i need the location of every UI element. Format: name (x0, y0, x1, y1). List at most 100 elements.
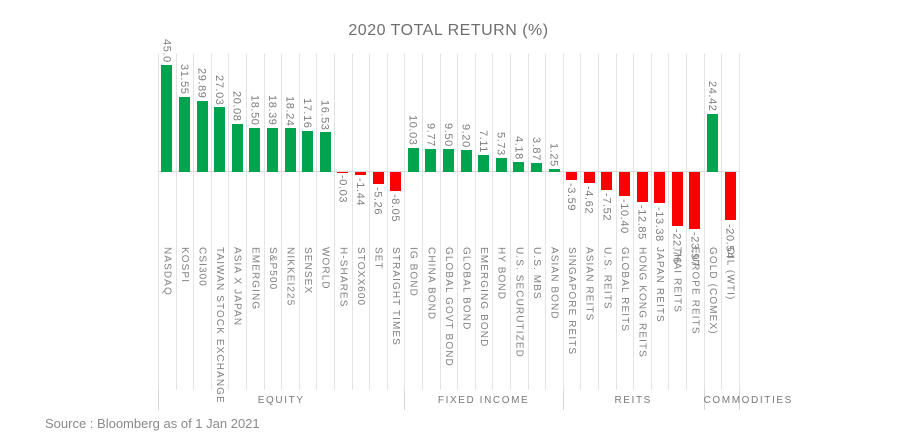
group-label: FIXED INCOME (437, 395, 530, 406)
group-divider (738, 390, 740, 410)
gridline (633, 54, 635, 390)
bar-positive (425, 148, 437, 172)
bar-negative (618, 171, 630, 197)
bar-negative (390, 171, 402, 191)
gridline (158, 54, 159, 390)
category-label: CHINA BOND (425, 247, 437, 321)
group-label: REITS (614, 395, 652, 406)
gridline (598, 54, 599, 390)
value-label: -5.26 (371, 187, 384, 216)
gridline (439, 54, 441, 390)
gridline (474, 54, 476, 390)
gridline (281, 54, 283, 390)
value-label: -1.44 (353, 178, 366, 207)
category-label: H-SHARES (337, 247, 349, 308)
value-label: -20.54 (723, 223, 736, 259)
value-label: 9.50 (441, 123, 454, 148)
gridline (334, 54, 335, 390)
value-label: 3.87 (529, 136, 542, 161)
value-label: 5.73 (494, 132, 507, 157)
bar-positive (706, 113, 718, 172)
value-label: -22.76 (670, 228, 683, 264)
value-label: 16.53 (318, 99, 331, 131)
bar-positive (284, 128, 296, 172)
category-label: NASDAQ (161, 247, 173, 296)
value-label: -12.85 (635, 205, 648, 241)
gridline (351, 54, 353, 390)
category-label: CSI300 (196, 247, 208, 287)
gridline (510, 54, 511, 390)
value-label: -23.97 (688, 231, 701, 267)
bar-positive (407, 147, 419, 172)
bar-positive (161, 64, 173, 172)
gridline (527, 54, 529, 390)
gridline (650, 54, 652, 390)
bar-positive (231, 123, 243, 172)
bar-positive (319, 132, 331, 172)
category-label: EUROPE REITS (689, 247, 701, 335)
group-label: COMMODITIES (703, 395, 793, 406)
bar-positive (302, 130, 314, 172)
value-label: 9.77 (424, 122, 437, 147)
gridline (457, 54, 459, 390)
value-label: 20.08 (230, 91, 243, 122)
value-label: 18.39 (265, 95, 278, 126)
gridline (615, 54, 617, 390)
gridline (369, 54, 371, 390)
value-label: 9.20 (459, 124, 472, 148)
category-label: SET (372, 247, 384, 270)
bar-positive (513, 161, 525, 172)
bar-positive (495, 158, 507, 172)
category-label: SENSEX (302, 247, 314, 295)
gridline (422, 54, 423, 390)
category-label: GOLD (COMEX) (706, 247, 718, 335)
bar-negative (724, 171, 736, 221)
group-label: EQUITY (257, 395, 305, 406)
value-label: -10.40 (617, 199, 630, 235)
value-label: -3.59 (565, 183, 578, 212)
gridline (686, 54, 687, 390)
bar-negative (337, 171, 349, 173)
source-note: Source : Bloomberg as of 1 Jan 2021 (45, 416, 260, 431)
category-label: ASIAN BOND (548, 247, 560, 320)
bar-negative (671, 171, 683, 226)
group-divider (562, 390, 564, 410)
gridline (246, 54, 247, 390)
gridline (175, 54, 177, 390)
category-label: JAPAN REITS (654, 247, 666, 323)
value-label: -8.05 (389, 193, 402, 222)
value-label: -4.62 (582, 185, 595, 214)
gridline (263, 54, 265, 390)
category-label: WORLD (319, 247, 331, 290)
value-label: 7.11 (477, 129, 490, 153)
category-label: THAI REITS (671, 247, 683, 314)
gridline (298, 54, 300, 390)
value-label: 4.18 (512, 136, 525, 160)
gridline (210, 54, 212, 390)
category-label: STRAIGHT TIMES (390, 247, 402, 346)
group-divider (404, 390, 406, 410)
value-label: 1.25 (547, 142, 560, 167)
value-label: -13.38 (653, 206, 666, 242)
value-label: 45.0 (160, 38, 173, 63)
category-label: GLOBAL GOVT BOND (442, 247, 454, 367)
gridline (738, 54, 740, 390)
zero-axis-line (158, 171, 739, 173)
category-label: ASIA X JAPAN (231, 247, 243, 327)
bar-negative (636, 171, 648, 203)
gridline (193, 54, 195, 390)
bar-negative (689, 171, 701, 229)
gridline (668, 54, 670, 390)
category-label: U.S. MBS (530, 247, 542, 300)
category-label: EMERGING BOND (478, 247, 490, 348)
gridline (545, 54, 547, 390)
bar-positive (530, 162, 542, 172)
chart-title: 2020 TOTAL RETURN (%) (348, 22, 549, 39)
bar-positive (249, 127, 261, 172)
category-label: KOSPI (178, 247, 190, 284)
bar-positive (178, 96, 190, 172)
category-label: HONG KONG REITS (636, 247, 648, 358)
category-label: NIKKEI225 (284, 247, 296, 307)
bar-positive (442, 149, 454, 172)
